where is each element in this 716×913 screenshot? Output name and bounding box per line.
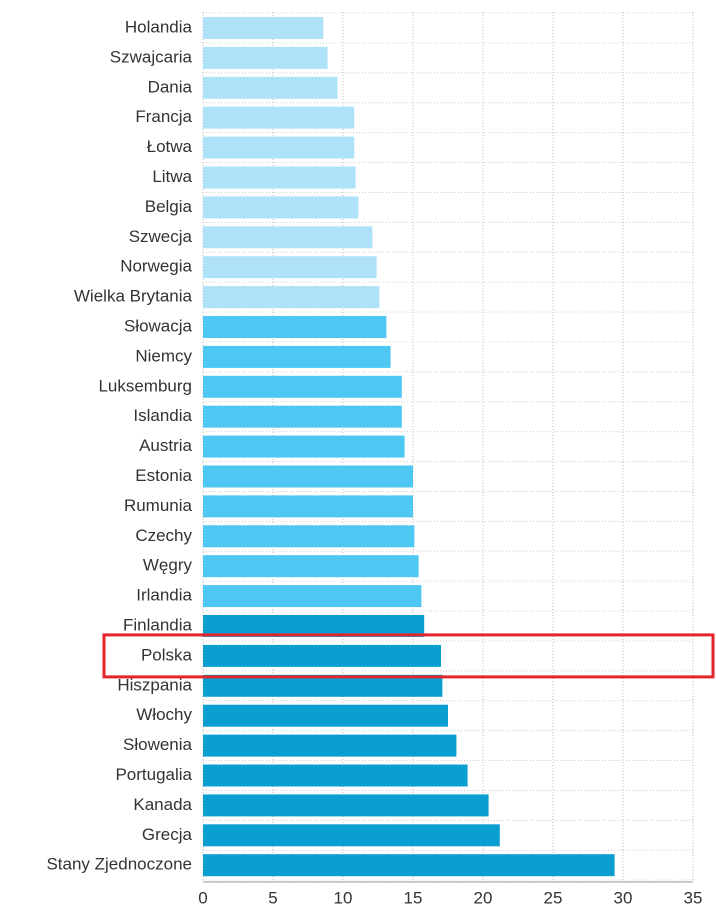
y-tick-label: Islandia <box>133 406 192 425</box>
y-tick-label: Portugalia <box>115 765 192 784</box>
y-tick-label: Luksemburg <box>98 376 192 395</box>
bar <box>203 525 415 548</box>
y-tick-label: Włochy <box>136 705 192 724</box>
bar <box>203 555 419 578</box>
y-tick-label: Grecja <box>142 825 193 844</box>
y-tick-label: Belgia <box>145 197 193 216</box>
bar <box>203 226 373 249</box>
bar <box>203 136 355 159</box>
bar <box>203 495 413 518</box>
y-tick-label: Wielka Brytania <box>74 287 193 306</box>
y-tick-label: Austria <box>139 436 192 455</box>
y-tick-label: Finlandia <box>123 615 193 634</box>
x-tick-label: 15 <box>404 888 423 907</box>
bar <box>203 316 387 338</box>
y-tick-label: Niemcy <box>135 346 192 365</box>
y-tick-label: Rumunia <box>124 496 193 515</box>
y-tick-label: Słowenia <box>123 735 193 754</box>
y-tick-label: Litwa <box>152 167 192 186</box>
x-tick-label: 5 <box>268 888 277 907</box>
bar <box>203 824 500 847</box>
bar <box>203 286 380 309</box>
x-tick-label: 20 <box>474 888 493 907</box>
x-tick-label: 25 <box>544 888 563 907</box>
y-tick-label: Stany Zjednoczone <box>46 855 192 874</box>
bar <box>203 734 457 757</box>
highlight-box <box>102 633 715 679</box>
bar <box>203 17 324 39</box>
bar <box>203 764 468 787</box>
bar <box>203 704 448 727</box>
bar <box>203 106 355 129</box>
y-tick-label: Holandia <box>125 17 193 36</box>
bar <box>203 76 338 99</box>
y-tick-label: Irlandia <box>136 586 192 605</box>
y-tick-label: Kanada <box>133 795 192 814</box>
bar <box>203 615 425 637</box>
bar <box>203 465 413 488</box>
bar <box>203 644 441 667</box>
x-tick-label: 0 <box>198 888 207 907</box>
x-tick-label: 30 <box>614 888 633 907</box>
bar <box>203 405 402 428</box>
y-tick-label: Szwajcaria <box>110 47 193 66</box>
y-tick-label: Łotwa <box>147 137 193 156</box>
bar <box>203 674 443 697</box>
x-tick-label: 10 <box>334 888 353 907</box>
y-tick-label: Czechy <box>135 526 192 545</box>
bar <box>203 196 359 219</box>
y-tick-label: Hiszpania <box>117 675 192 694</box>
y-tick-label: Estonia <box>135 466 192 485</box>
y-tick-label: Dania <box>148 77 193 96</box>
y-tick-label: Szwecja <box>129 227 193 246</box>
bar <box>203 46 328 69</box>
bar <box>203 435 405 458</box>
bar <box>203 794 489 817</box>
y-tick-label: Węgry <box>143 556 193 575</box>
y-tick-label: Norwegia <box>120 257 192 276</box>
bar <box>203 345 391 368</box>
y-tick-label: Francja <box>135 107 192 126</box>
y-tick-label: Polska <box>141 645 193 664</box>
bar <box>203 256 377 279</box>
bar <box>203 375 402 398</box>
bar <box>203 585 422 608</box>
y-tick-label: Słowacja <box>124 316 193 335</box>
x-tick-label: 35 <box>684 888 703 907</box>
bar <box>203 166 356 189</box>
bar <box>203 854 615 877</box>
